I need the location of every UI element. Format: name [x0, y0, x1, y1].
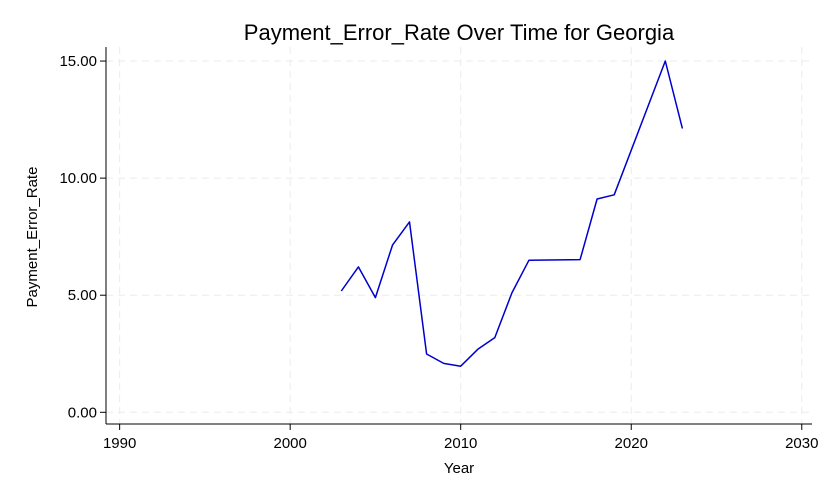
tick-labels: 0.00 5.00 10.00 15.00 1990 2000 2010 2020 2030 — [59, 53, 818, 452]
y-tick-label: 15.00 — [59, 53, 97, 70]
x-tick-label: 1990 — [103, 435, 136, 452]
series-line-0 — [340, 60, 684, 367]
y-tick-label: 5.00 — [68, 287, 97, 304]
x-axis-label: Year — [444, 460, 474, 477]
series-lines — [340, 60, 684, 367]
x-tick-label: 2010 — [444, 435, 477, 452]
y-tick-label: 0.00 — [68, 404, 97, 421]
x-tick-label: 2020 — [615, 435, 648, 452]
grid-lines — [106, 47, 812, 424]
x-tick-label: 2030 — [785, 435, 818, 452]
y-tick-label: 10.00 — [59, 170, 97, 187]
y-axis-label: Payment_Error_Rate — [24, 167, 41, 308]
axes — [100, 47, 812, 430]
x-tick-label: 2000 — [273, 435, 306, 452]
chart-title: Payment_Error_Rate Over Time for Georgia — [244, 20, 675, 45]
